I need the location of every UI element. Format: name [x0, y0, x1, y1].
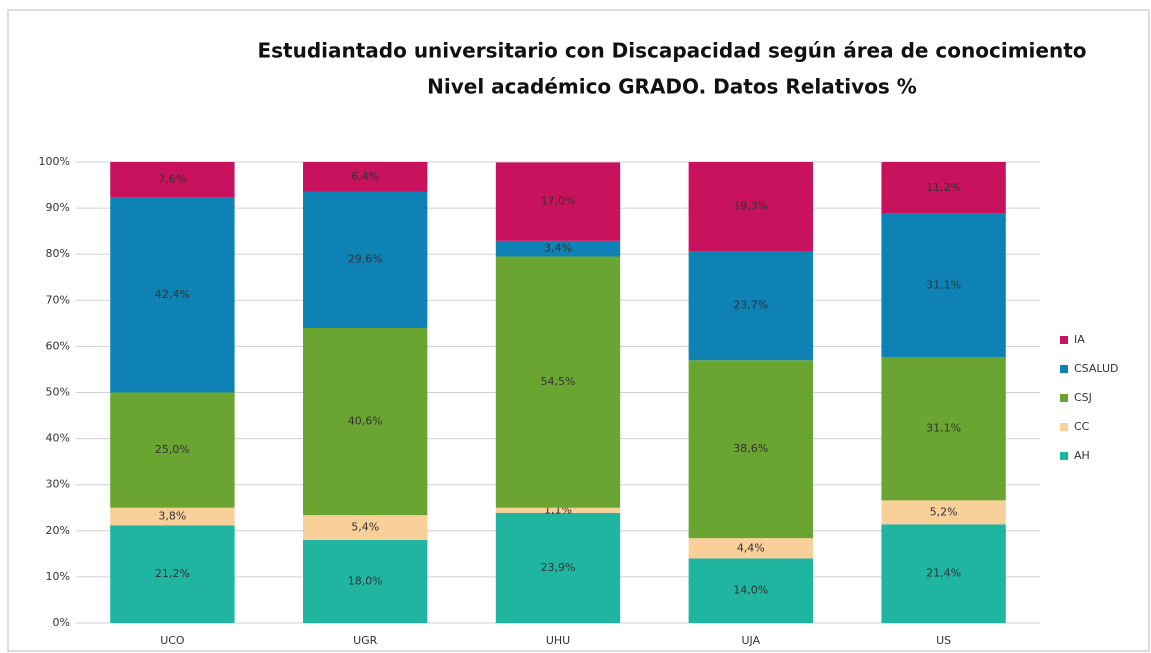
data-label: 25,0% — [155, 443, 190, 456]
legend-label: IA — [1074, 333, 1085, 346]
bar-segment — [495, 507, 621, 513]
bar-segment — [110, 525, 235, 623]
x-tick-label: UGR — [353, 634, 378, 647]
x-tick-label: US — [936, 634, 951, 647]
bar-segment — [110, 162, 235, 198]
bar-segment — [495, 162, 621, 241]
data-label: 31,1% — [926, 422, 961, 435]
bar-segment — [688, 250, 813, 361]
data-label: 14,0% — [733, 584, 768, 597]
data-label: 19,3% — [733, 199, 768, 212]
legend-swatch — [1060, 394, 1068, 402]
bar-segment — [110, 197, 235, 393]
legend-label: CSALUD — [1074, 362, 1119, 375]
y-tick-label: 60% — [46, 339, 70, 352]
data-label: 3,8% — [158, 510, 186, 523]
data-label: 5,4% — [351, 521, 379, 534]
legend-label: CC — [1074, 420, 1090, 433]
x-tick-label: UJA — [741, 634, 760, 647]
bar-segment — [881, 357, 1006, 501]
x-tick-label: UHU — [546, 634, 570, 647]
data-label: 5,2% — [930, 505, 958, 518]
bar-segment — [303, 515, 428, 541]
data-label: 40,6% — [348, 415, 383, 428]
data-label: 23,7% — [733, 299, 768, 312]
bar-segment — [881, 524, 1006, 623]
x-tick-label: UCO — [160, 634, 185, 647]
bar-segment — [495, 256, 621, 508]
y-tick-label: 90% — [46, 201, 70, 214]
data-label: 21,2% — [155, 567, 190, 580]
data-label: 18,0% — [348, 575, 383, 588]
bar-segment — [688, 162, 813, 251]
bar-segment — [110, 392, 235, 508]
bar-segment — [881, 213, 1006, 358]
bar-segment — [688, 538, 813, 559]
y-tick-label: 0% — [53, 616, 70, 629]
data-label: 7,6% — [158, 173, 186, 186]
chart-title: Estudiantado universitario con Discapaci… — [257, 39, 1086, 63]
data-label: 29,6% — [348, 253, 383, 266]
data-label: 4,4% — [737, 541, 765, 554]
bar-segment — [688, 558, 813, 623]
legend-label: CSJ — [1074, 391, 1092, 404]
y-tick-label: 10% — [46, 570, 70, 583]
bar-segment — [303, 540, 428, 623]
bar-segment — [881, 162, 1006, 214]
data-label: 23,9% — [541, 561, 576, 574]
bar-segment — [495, 512, 621, 623]
y-tick-label: 70% — [46, 293, 70, 306]
y-tick-label: 20% — [46, 524, 70, 537]
data-label: 3,4% — [544, 242, 572, 255]
y-tick-label: 50% — [46, 386, 70, 399]
data-label: 17,0% — [541, 195, 576, 208]
data-label: 42,4% — [155, 288, 190, 301]
data-label: 6,4% — [351, 170, 379, 183]
bar-segment — [110, 507, 235, 526]
data-label: 21,4% — [926, 567, 961, 580]
bar-segment — [688, 360, 813, 539]
bar-segment — [303, 191, 428, 328]
y-tick-label: 100% — [39, 155, 70, 168]
bar-segment — [881, 500, 1006, 525]
y-tick-label: 30% — [46, 478, 70, 491]
legend-swatch — [1060, 452, 1068, 460]
data-label: 11,2% — [926, 181, 961, 194]
data-label: 31,1% — [926, 278, 961, 291]
data-label: 38,6% — [733, 442, 768, 455]
data-label: 54,5% — [541, 375, 576, 388]
y-tick-label: 40% — [46, 432, 70, 445]
legend-swatch — [1060, 336, 1068, 344]
bar-segment — [495, 240, 621, 257]
legend-swatch — [1060, 365, 1068, 373]
bar-segment — [303, 162, 428, 192]
bar-segment — [303, 327, 428, 516]
legend-label: AH — [1074, 449, 1090, 462]
legend-swatch — [1060, 423, 1068, 431]
y-tick-label: 80% — [46, 247, 70, 260]
chart-subtitle: Nivel académico GRADO. Datos Relativos % — [427, 75, 917, 99]
